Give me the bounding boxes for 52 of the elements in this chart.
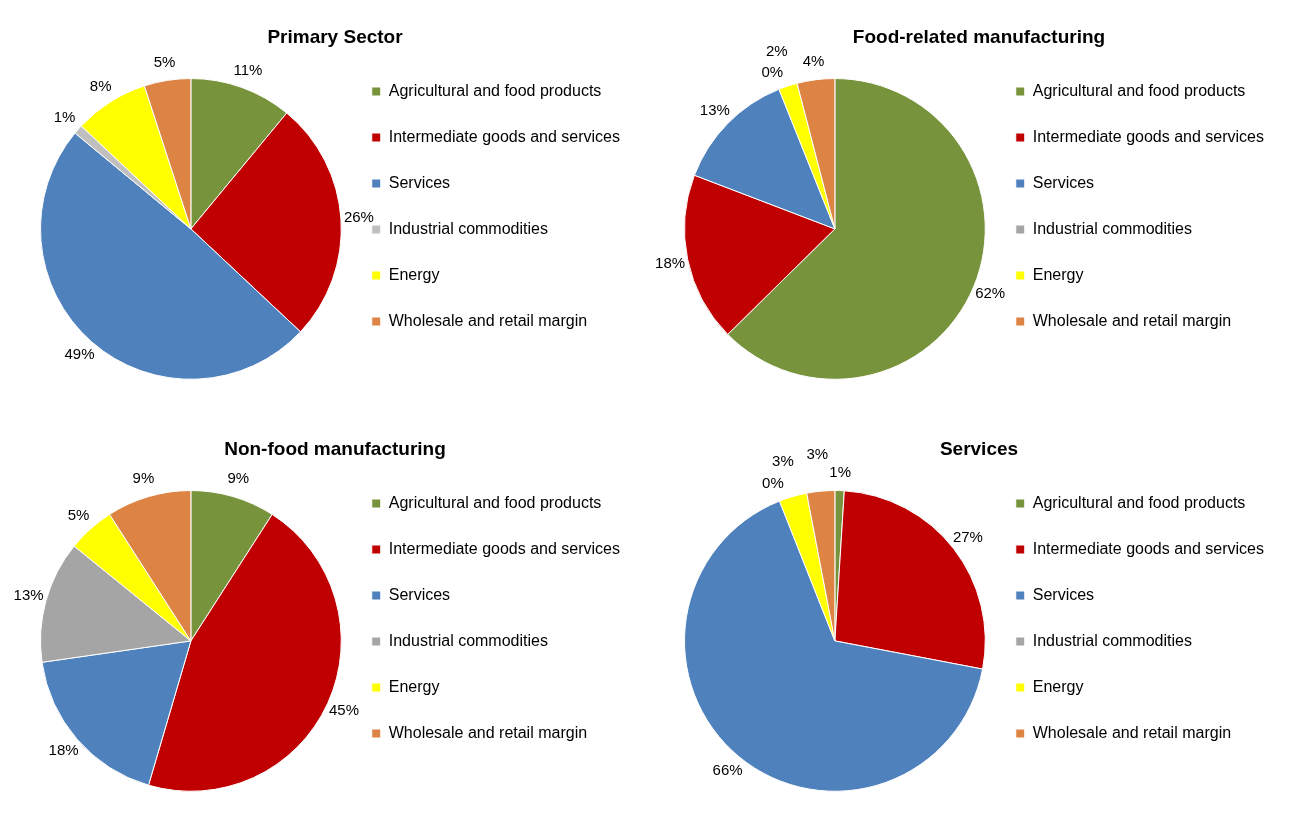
legend-label: Wholesale and retail margin (1032, 723, 1232, 741)
chart-title: Services (939, 437, 1019, 459)
legend-label: Industrial commodities (1032, 219, 1192, 237)
data-label: 2% (765, 41, 788, 59)
legend-label: Services (1032, 173, 1095, 191)
legend-label: Agricultural and food products (1032, 81, 1246, 99)
legend-label: Intermediate goods and services (388, 539, 621, 557)
data-label: 49% (64, 345, 95, 363)
data-label: 9% (227, 468, 250, 486)
data-label: 13% (13, 585, 44, 603)
data-label: 8% (89, 76, 112, 94)
data-label: 66% (712, 760, 743, 778)
text: 0% (761, 62, 784, 80)
legend-label: Energy (1032, 265, 1084, 283)
data-label: 18% (48, 740, 79, 758)
legend-label: Services (388, 173, 451, 191)
data-label: 13% (699, 100, 730, 118)
legend-label: Energy (388, 265, 440, 283)
legend-label: Wholesale and retail margin (1032, 311, 1232, 329)
legend-label: Wholesale and retail margin (388, 723, 588, 741)
data-label: 45% (329, 700, 360, 718)
legend-label: Industrial commodities (388, 219, 548, 237)
chart-title: Food-related manufacturing (852, 25, 1106, 47)
data-label: 11% (233, 60, 263, 78)
data-label: 62% (975, 284, 1006, 302)
data-label: 1% (53, 107, 76, 125)
data-label: 9% (132, 468, 155, 486)
legend-label: Agricultural and food products (1032, 493, 1246, 511)
legend-label: Energy (1032, 677, 1084, 695)
legend-label: Wholesale and retail margin (388, 311, 588, 329)
legend-label: Intermediate goods and services (1032, 127, 1265, 145)
data-label: 26% (343, 208, 374, 226)
data-label: 4% (802, 52, 825, 70)
legend-label: Industrial commodities (1032, 631, 1192, 649)
data-label: 3% (806, 444, 829, 462)
legend-label: Agricultural and food products (388, 81, 602, 99)
legend-label: Services (1032, 585, 1095, 603)
legend-label: Agricultural and food products (388, 493, 602, 511)
data-label: 3% (772, 451, 794, 469)
chart-title: Non-food manufacturing (224, 437, 446, 459)
legend-label: Industrial commodities (388, 631, 548, 649)
data-label: 27% (952, 527, 983, 545)
legend-label: Intermediate goods and services (1032, 539, 1265, 557)
data-label: 5% (153, 52, 176, 70)
data-label: 1% (829, 462, 852, 480)
legend-label: Services (388, 585, 451, 603)
data-label: 5% (67, 505, 90, 523)
text: 0% (762, 473, 784, 491)
chart-title: Primary Sector (267, 25, 404, 47)
legend-label: Intermediate goods and services (388, 127, 621, 145)
data-label: 18% (655, 253, 686, 271)
legend-label: Energy (388, 677, 440, 695)
